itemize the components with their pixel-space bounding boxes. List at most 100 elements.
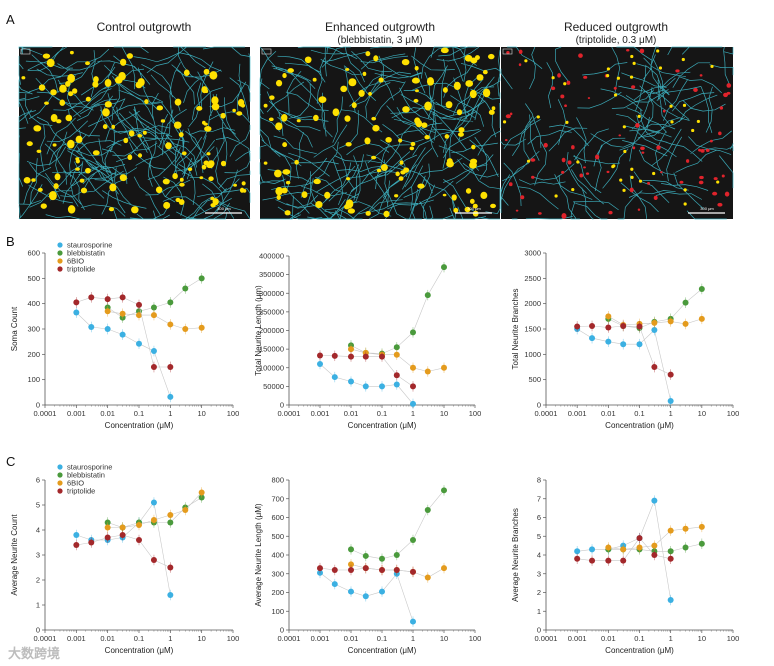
cell-soma [446, 160, 454, 168]
cell-soma [585, 172, 590, 175]
x-tick-label: 0.01 [601, 634, 616, 643]
cell-soma-yellow [630, 175, 634, 179]
x-tick-label: 1 [168, 409, 172, 418]
cell-soma [442, 193, 447, 197]
y-tick-label: 700 [271, 494, 284, 503]
cell-soma [721, 174, 725, 178]
cell-soma [67, 205, 76, 214]
data-point-staurosporine [136, 340, 142, 347]
data-point-6bio [136, 312, 142, 319]
cell-soma-yellow [670, 120, 674, 124]
y-tick-label: 250000 [259, 307, 284, 316]
data-point-6bio [636, 544, 643, 551]
cell-soma [59, 84, 67, 93]
image-inset-marker [502, 48, 513, 55]
cell-soma [508, 182, 513, 187]
y-tick-label: 0 [280, 401, 284, 410]
cell-soma [726, 83, 732, 88]
x-tick-label: 0.01 [601, 409, 616, 418]
cell-soma [411, 77, 420, 84]
cell-soma [631, 85, 636, 89]
cell-soma-yellow [563, 82, 567, 86]
cell-soma [456, 109, 463, 116]
cell-soma [52, 143, 57, 147]
data-point-staurosporine [150, 499, 157, 506]
cell-soma [509, 112, 513, 116]
data-point-triptolide [167, 364, 174, 370]
cell-soma [173, 121, 182, 129]
data-point-triptolide [393, 567, 400, 573]
cell-soma [424, 101, 432, 111]
cell-soma [206, 152, 211, 156]
cell-soma [398, 138, 403, 143]
cell-soma [127, 154, 133, 161]
data-point-blebbistatin [393, 344, 400, 351]
x-tick-label: 0.0001 [535, 409, 558, 418]
cell-soma [178, 132, 184, 138]
data-point-staurosporine [636, 341, 643, 348]
cell-soma [444, 134, 450, 139]
y-tick-label: 1 [537, 607, 541, 616]
cell-soma [442, 87, 448, 93]
data-point-6bio [667, 527, 674, 534]
cell-soma [491, 106, 496, 111]
x-tick-label: 0.001 [67, 634, 86, 643]
data-point-staurosporine [331, 581, 338, 588]
x-tick-label: 0.1 [134, 634, 144, 643]
cell-soma-yellow [656, 49, 660, 53]
data-point-6bio [667, 318, 674, 325]
y-tick-label: 5 [36, 501, 40, 510]
data-point-triptolide [667, 371, 674, 378]
cell-soma [700, 148, 705, 153]
data-point-6bio [150, 517, 157, 523]
image-title-control: Control outgrowth [97, 20, 192, 34]
data-point-triptolide [620, 322, 627, 329]
cell-soma [371, 116, 377, 121]
legend-label-blebbistatin: blebbistatin [67, 249, 105, 258]
x-tick-label: 0.0001 [535, 634, 558, 643]
x-tick-label: 0.0001 [278, 409, 301, 418]
y-tick-label: 300 [27, 325, 40, 334]
x-axis-label: Concentration (μM) [605, 646, 674, 655]
data-point-blebbistatin [182, 285, 189, 292]
cell-soma [274, 169, 282, 178]
legend-marker-blebbistatin [57, 472, 63, 478]
image-title-enhanced: Enhanced outgrowth [325, 20, 435, 34]
data-point-blebbistatin [682, 544, 689, 551]
data-point-triptolide [636, 323, 643, 330]
x-tick-label: 100 [469, 409, 482, 418]
data-point-triptolide [136, 537, 142, 543]
x-tick-label: 0.01 [344, 634, 359, 643]
cell-soma [474, 55, 480, 60]
x-tick-label: 0.001 [311, 409, 330, 418]
y-tick-label: 3 [537, 569, 541, 578]
cell-soma [137, 134, 143, 138]
cell-soma [723, 92, 728, 98]
cell-soma [269, 95, 275, 100]
cell-soma [506, 51, 510, 55]
data-point-blebbistatin [167, 519, 174, 526]
y-axis-label: Average Neurite Length (μM) [254, 503, 263, 607]
cell-soma [220, 112, 226, 119]
cell-soma [646, 182, 651, 185]
cell-soma [399, 160, 404, 165]
cell-soma-yellow [658, 66, 663, 70]
cell-soma [67, 139, 75, 149]
image-inset-marker [261, 48, 272, 55]
cell-soma [296, 119, 301, 123]
data-point-triptolide [605, 557, 612, 564]
data-point-triptolide [136, 301, 142, 308]
y-tick-label: 400 [271, 551, 284, 560]
y-tick-label: 200 [27, 350, 40, 359]
data-point-staurosporine [88, 323, 95, 330]
cell-soma-yellow [613, 93, 618, 97]
legend-marker-triptolide [57, 488, 63, 494]
data-point-staurosporine [150, 348, 157, 355]
cell-soma [102, 108, 110, 117]
cell-soma [699, 175, 704, 180]
y-tick-label: 500 [27, 274, 40, 283]
x-axis-label: Concentration (μM) [105, 646, 174, 655]
data-point-6bio [348, 346, 354, 353]
data-point-staurosporine [362, 383, 369, 390]
cell-soma [202, 120, 206, 125]
